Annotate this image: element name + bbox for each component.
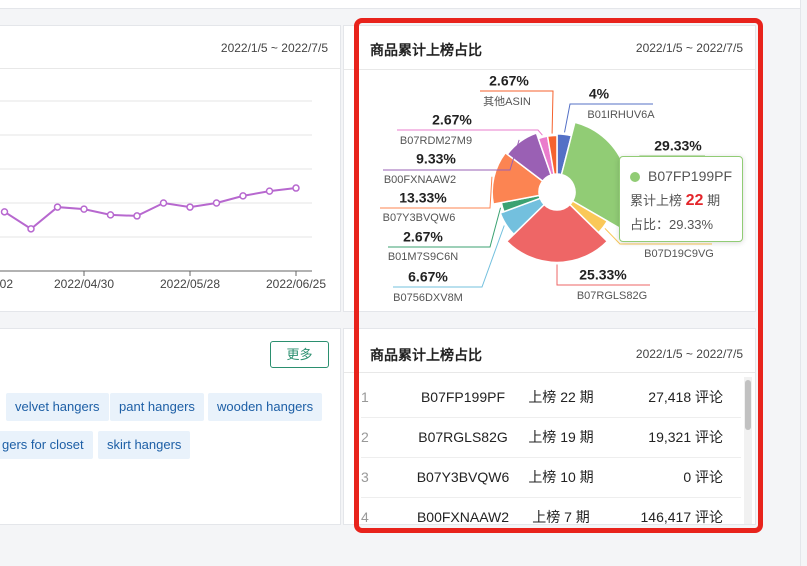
pie-slice: [505, 203, 609, 264]
keyword-tag[interactable]: skirt hangers: [98, 431, 191, 459]
slice-label: B01M7S9C6N: [388, 251, 458, 263]
value-label: 2.67%: [403, 229, 443, 245]
line-point: [239, 192, 247, 200]
date-range: 2022/1/5 ~ 2022/7/5: [220, 41, 328, 55]
value-label: 2.67%: [489, 73, 529, 89]
tooltip-count: 累计上榜 22 期: [630, 190, 720, 210]
separator: [344, 372, 755, 373]
asin-cell: B07RGLS82G: [418, 429, 508, 445]
keyword-tag[interactable]: pant hangers: [110, 393, 204, 421]
slice-label: B07D19C9VG: [644, 248, 714, 260]
table-row: 1 B07FP199PF 上榜 22 期 27,418 评论: [361, 377, 741, 418]
leader-line: [564, 103, 653, 133]
keyword-tag[interactable]: wooden hangers: [208, 393, 323, 421]
slice-label: B07RDM27M9: [400, 135, 472, 147]
value-label: 9.33%: [416, 151, 456, 167]
line-point: [265, 187, 274, 195]
keyword-tag[interactable]: gers for closet: [0, 431, 93, 459]
leader-line: [604, 227, 712, 245]
tooltip-count-unit: 期: [707, 193, 721, 208]
leader-line: [393, 225, 505, 288]
asin-cell: B00FXNAAW2: [416, 509, 510, 525]
separator: [0, 68, 340, 69]
tooltip: B07FP199PF 累计上榜 22 期 占比：29.33%: [619, 156, 743, 242]
x-tick-label: 2022/05/28: [160, 277, 220, 291]
comments-cell: 19,321 评论: [648, 429, 723, 445]
leader-line: [380, 176, 493, 209]
x-tick-label: 02: [0, 277, 13, 291]
comments-cell: 146,417 评论: [640, 509, 724, 525]
divider: [800, 0, 801, 566]
card-title: 商品累计上榜占比: [370, 42, 482, 58]
period-cell: 上榜 19 期: [528, 429, 594, 445]
comments-cell: 0 评论: [683, 469, 723, 485]
value-label: 13.33%: [399, 190, 447, 206]
scroll-thumb[interactable]: [745, 380, 751, 430]
line-point: [186, 203, 194, 211]
rank-cell: 1: [361, 389, 369, 405]
date-range: 2022/1/5 ~ 2022/7/5: [635, 347, 743, 361]
pie-slice: [491, 151, 544, 206]
line-point: [159, 199, 168, 207]
rank-cell: 4: [361, 509, 369, 525]
period-cell: 上榜 7 期: [532, 509, 590, 525]
ranking-rows: 1 B07FP199PF 上榜 22 期 27,418 评论 2 B07RGLS82G 上榜…: [361, 377, 741, 525]
slice-label: B01IRHUV6A: [587, 109, 655, 121]
value-label: 2.67%: [432, 112, 472, 128]
keyword-tag[interactable]: velvet hangers: [6, 393, 109, 421]
separator: [344, 69, 755, 70]
comments-cell: 27,418 评论: [648, 389, 723, 405]
value-label: 25.33%: [579, 267, 627, 283]
ranking-card: 商品累计上榜占比 2022/1/5 ~ 2022/7/5 1 B07FP199PF…: [343, 328, 756, 525]
pie-slice: [546, 134, 558, 176]
top-strip: [0, 0, 800, 9]
x-tick-label: 2022/04/30: [54, 277, 114, 291]
leader-line: [397, 129, 543, 136]
more-button[interactable]: 更多: [270, 341, 329, 368]
line-point: [212, 199, 221, 207]
keywords-card: 更多 velvet hangers pant hangers wooden hang…: [0, 328, 341, 525]
asin-cell: B07FP199PF: [420, 389, 506, 405]
slice-label: 其他ASIN: [483, 95, 531, 108]
line-point: [292, 184, 300, 192]
leader-line: [388, 207, 502, 248]
slice-label: B07Y3BVQW6: [383, 212, 456, 224]
scrollbar[interactable]: [744, 377, 752, 524]
leader-line: [480, 90, 554, 134]
line-point: [0, 208, 9, 216]
line-point: [80, 205, 88, 213]
slice-label: B07RGLS82G: [577, 290, 647, 302]
period-cell: 上榜 10 期: [528, 469, 594, 485]
leader-line: [556, 264, 650, 286]
line-series: [3, 187, 297, 231]
line-point: [27, 225, 35, 233]
period-cell: 上榜 22 期: [528, 389, 594, 405]
rank-cell: 2: [361, 429, 369, 445]
tooltip-count-prefix: 累计上榜: [630, 193, 683, 208]
date-range: 2022/1/5 ~ 2022/7/5: [635, 41, 743, 55]
leader-line: [383, 139, 520, 171]
slice-label: B0756DXV8M: [393, 292, 463, 304]
asin-cell: B07Y3BVQW6: [416, 469, 510, 485]
table-row: 3 B07Y3BVQW6 上榜 10 期 0 评论: [361, 457, 741, 498]
tooltip-dot: [630, 172, 640, 182]
rank-cell: 3: [361, 469, 369, 485]
tooltip-name: B07FP199PF: [648, 168, 733, 184]
table-row: 2 B07RGLS82G 上榜 19 期 19,321 评论: [361, 417, 741, 458]
card-title: 商品累计上榜占比: [370, 347, 482, 363]
line-point: [53, 203, 62, 211]
slice-label: B00FXNAAW2: [384, 174, 456, 186]
line-point: [106, 211, 115, 219]
line-point: [133, 212, 141, 220]
value-label: 4%: [589, 86, 610, 102]
value-label: 6.67%: [408, 269, 448, 285]
table-row: 4 B00FXNAAW2 上榜 7 期 146,417 评论: [361, 497, 741, 525]
value-label: 29.33%: [654, 138, 702, 154]
tooltip-count-value: 22: [685, 192, 704, 209]
x-tick-label: 2022/06/25: [266, 277, 326, 291]
tooltip-share: 占比：29.33%: [630, 217, 714, 232]
